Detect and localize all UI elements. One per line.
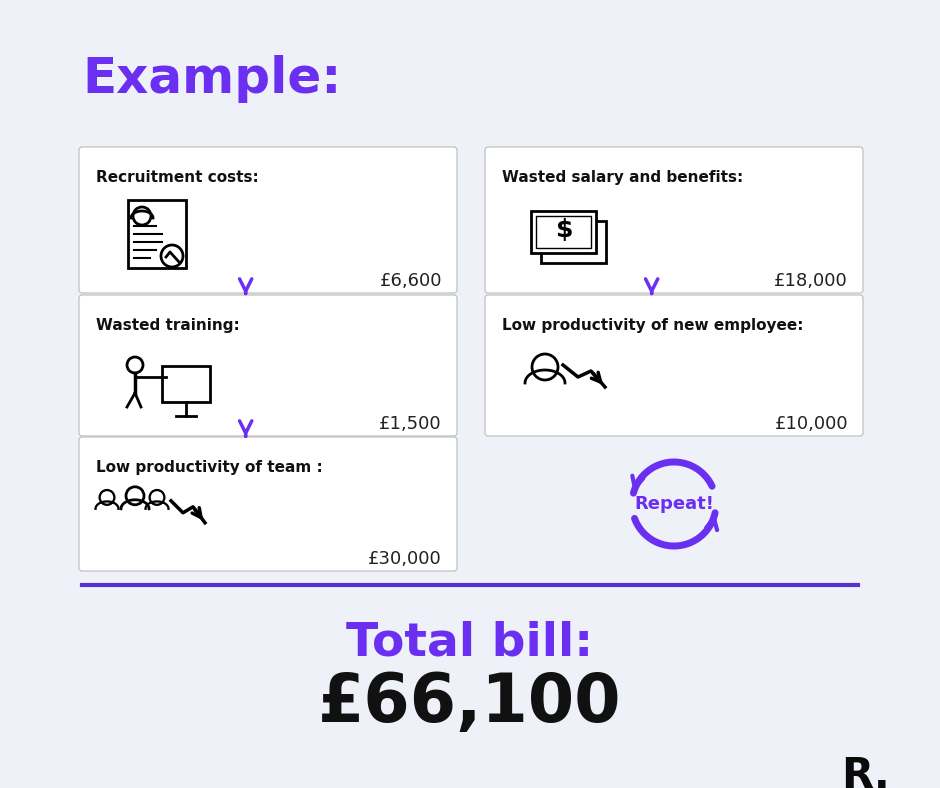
Text: R.: R. bbox=[841, 755, 890, 788]
Circle shape bbox=[126, 487, 144, 505]
Text: Total bill:: Total bill: bbox=[347, 620, 593, 665]
Text: £1,500: £1,500 bbox=[380, 415, 442, 433]
Circle shape bbox=[532, 354, 558, 380]
FancyBboxPatch shape bbox=[79, 437, 457, 571]
Text: £30,000: £30,000 bbox=[368, 550, 442, 568]
FancyBboxPatch shape bbox=[128, 200, 186, 268]
Circle shape bbox=[133, 207, 151, 225]
Text: $: $ bbox=[556, 218, 573, 242]
Text: £10,000: £10,000 bbox=[775, 415, 848, 433]
Text: Repeat!: Repeat! bbox=[634, 495, 714, 513]
Text: £6,600: £6,600 bbox=[380, 272, 442, 290]
FancyBboxPatch shape bbox=[530, 211, 596, 253]
FancyBboxPatch shape bbox=[79, 147, 457, 293]
Circle shape bbox=[100, 490, 115, 505]
Text: Wasted training:: Wasted training: bbox=[96, 318, 240, 333]
Text: Example:: Example: bbox=[82, 55, 341, 103]
Text: £66,100: £66,100 bbox=[318, 670, 622, 736]
FancyBboxPatch shape bbox=[485, 295, 863, 436]
Text: Recruitment costs:: Recruitment costs: bbox=[96, 170, 258, 185]
Text: £18,000: £18,000 bbox=[775, 272, 848, 290]
Text: $: $ bbox=[570, 231, 580, 249]
Circle shape bbox=[161, 245, 183, 267]
FancyBboxPatch shape bbox=[536, 216, 590, 248]
FancyBboxPatch shape bbox=[79, 295, 457, 436]
FancyBboxPatch shape bbox=[485, 147, 863, 293]
Circle shape bbox=[127, 357, 143, 373]
Text: Low productivity of team :: Low productivity of team : bbox=[96, 460, 322, 475]
Text: Low productivity of new employee:: Low productivity of new employee: bbox=[502, 318, 804, 333]
FancyBboxPatch shape bbox=[540, 221, 605, 263]
FancyBboxPatch shape bbox=[162, 366, 210, 402]
Text: Wasted salary and benefits:: Wasted salary and benefits: bbox=[502, 170, 744, 185]
Circle shape bbox=[149, 490, 164, 505]
